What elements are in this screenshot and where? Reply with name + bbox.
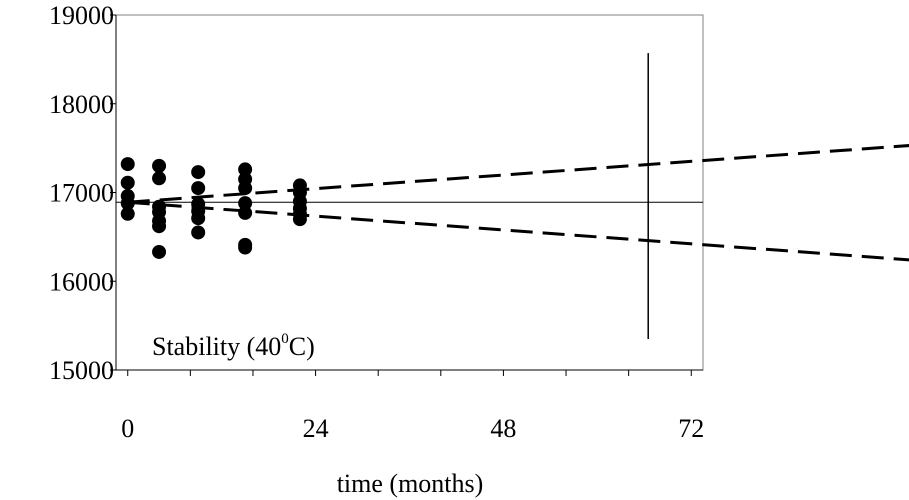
data-point bbox=[152, 219, 167, 234]
data-points bbox=[120, 157, 307, 259]
upper-confidence-bound bbox=[127, 144, 909, 204]
data-point bbox=[191, 211, 206, 226]
confidence-bounds bbox=[127, 144, 909, 262]
data-point bbox=[238, 240, 253, 255]
data-point bbox=[120, 175, 135, 190]
y-axis: 15000 16000 17000 18000 19000 bbox=[49, 1, 117, 385]
x-tick-label: 24 bbox=[303, 414, 329, 443]
x-axis: 0 24 48 72 bbox=[116, 369, 704, 443]
data-point bbox=[238, 196, 253, 211]
data-point bbox=[238, 205, 253, 220]
y-tick-label: 17000 bbox=[49, 179, 114, 208]
y-tick-label: 16000 bbox=[49, 267, 114, 296]
data-point bbox=[238, 181, 253, 196]
stability-annotation: Stability (400C) bbox=[152, 331, 315, 361]
x-axis-label: time (months) bbox=[337, 469, 484, 498]
data-point bbox=[191, 225, 206, 240]
reference-lines bbox=[116, 53, 703, 339]
data-point bbox=[152, 244, 167, 259]
data-point bbox=[191, 181, 206, 196]
y-tick-label: 15000 bbox=[49, 356, 114, 385]
x-tick-label: 0 bbox=[121, 414, 134, 443]
data-point bbox=[152, 158, 167, 173]
data-point bbox=[191, 165, 206, 180]
annotation-superscript: 0 bbox=[281, 331, 289, 347]
x-tick-label: 72 bbox=[678, 414, 704, 443]
annotation-text-after: C) bbox=[289, 332, 315, 361]
y-tick-label: 19000 bbox=[49, 1, 114, 30]
x-tick-label: 48 bbox=[490, 414, 516, 443]
plot-frame bbox=[115, 14, 704, 371]
lower-confidence-bound bbox=[127, 200, 909, 262]
data-point bbox=[120, 157, 135, 172]
data-point bbox=[152, 171, 167, 186]
data-point bbox=[238, 162, 253, 177]
y-tick-label: 18000 bbox=[49, 90, 114, 119]
annotation-text-before: Stability (40 bbox=[152, 332, 281, 361]
data-point bbox=[120, 206, 135, 221]
